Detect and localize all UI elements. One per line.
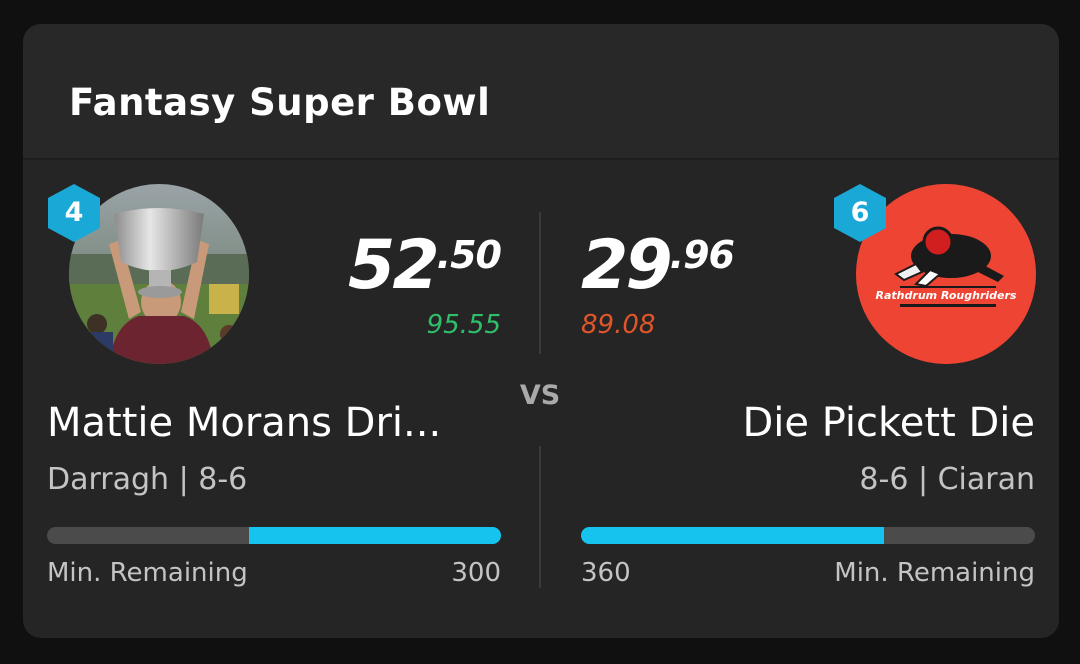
away-minutes-progress-fill <box>581 527 884 544</box>
home-seed-badge: 4 <box>45 182 103 244</box>
away-score-integer: 29 <box>581 226 673 305</box>
vs-label: VS <box>519 380 561 411</box>
home-team-name[interactable]: Mattie Morans Dri... <box>47 400 442 446</box>
away-team-name[interactable]: Die Pickett Die <box>742 400 1035 446</box>
away-projected-score: 89.08 <box>581 310 656 340</box>
rathdrum-roughriders-logo-icon: Rathdrum Roughriders <box>856 184 1036 364</box>
home-projected-score: 95.55 <box>426 310 501 340</box>
home-min-remaining-label: Min. Remaining <box>47 558 248 588</box>
home-score-decimal: .50 <box>436 233 502 277</box>
card-header: Fantasy Super Bowl <box>23 24 1059 160</box>
matchup-card[interactable]: Fantasy Super Bowl <box>23 24 1059 638</box>
away-minutes-progress <box>581 527 1035 544</box>
away-min-remaining-value: 360 <box>581 558 631 588</box>
away-min-remaining-label: Min. Remaining <box>834 558 1035 588</box>
card-title: Fantasy Super Bowl <box>69 81 491 124</box>
away-seed-number: 6 <box>850 197 870 228</box>
home-owner-record: Darragh | 8-6 <box>47 462 248 497</box>
away-score: 29.96 <box>581 220 735 318</box>
home-score: 52.50 <box>348 220 502 318</box>
home-seed-number: 4 <box>64 197 84 228</box>
home-minutes-progress <box>47 527 501 544</box>
center-divider-top <box>539 212 541 354</box>
away-logo-text: Rathdrum Roughriders <box>876 289 1017 302</box>
away-score-decimal: .96 <box>669 233 735 277</box>
hexagon-badge-icon <box>48 184 100 242</box>
trophy-photo-avatar-icon <box>69 184 249 364</box>
away-owner-record: 8-6 | Ciaran <box>859 462 1035 497</box>
hexagon-badge-icon <box>834 184 886 242</box>
home-minutes-progress-fill <box>249 527 501 544</box>
home-score-integer: 52 <box>348 226 440 305</box>
home-min-remaining-value: 300 <box>451 558 501 588</box>
center-divider-bottom <box>539 446 541 588</box>
home-team-avatar[interactable] <box>69 184 249 364</box>
away-seed-badge: 6 <box>831 182 889 244</box>
